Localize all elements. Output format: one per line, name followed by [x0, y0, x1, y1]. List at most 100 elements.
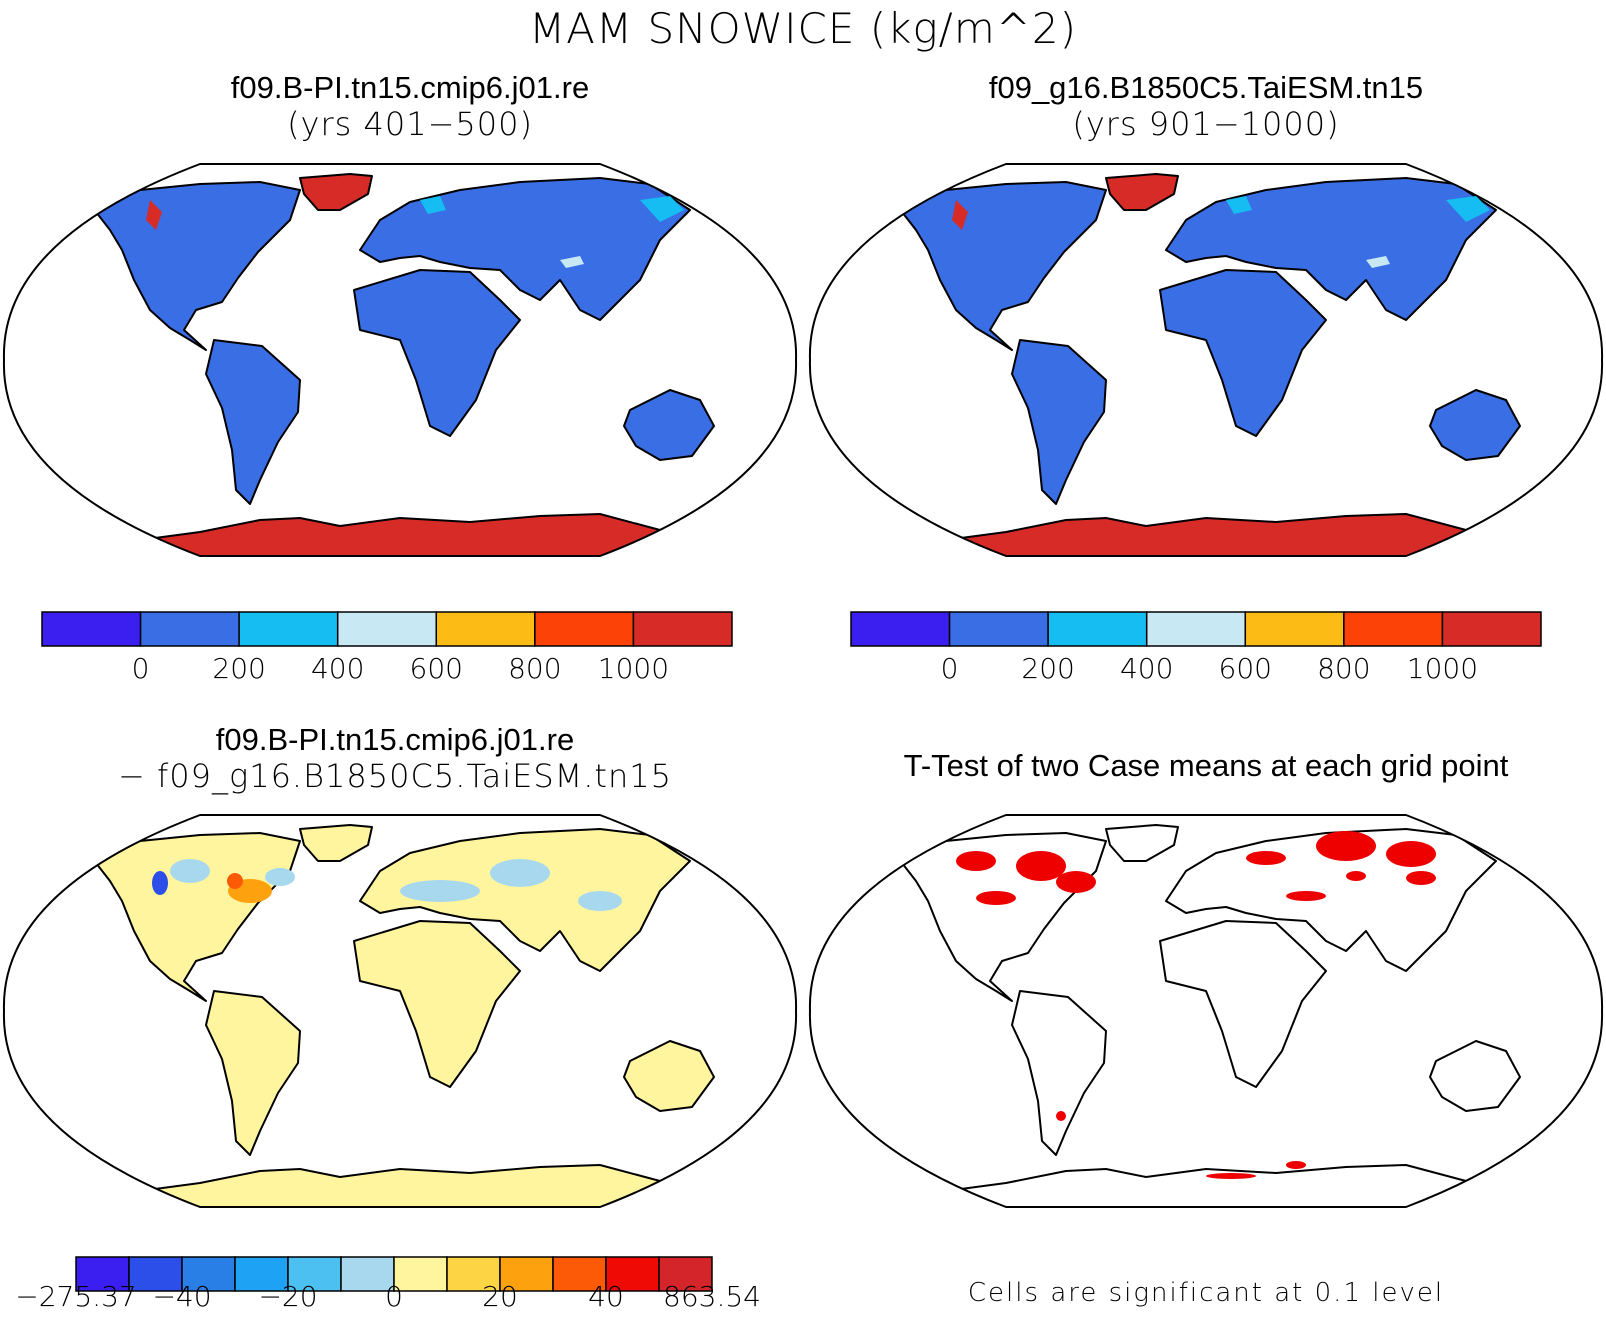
panel3-colorbar-swatch [287, 1256, 342, 1292]
panel2-colorbar-tick-label: 800 [1317, 652, 1371, 685]
panel3-title-line2: − f09_g16.B1850C5.TaiESM.tn15 [118, 757, 672, 795]
map-land-layer [901, 173, 1521, 556]
negative-anomaly-region [490, 859, 550, 887]
strong-negative-anomaly [152, 871, 168, 895]
panel3-title-line1: f09.B-PI.tn15.cmip6.j01.re [215, 722, 575, 757]
significant-cells [1346, 871, 1366, 881]
significant-cells [1316, 831, 1376, 861]
map-boundary [808, 163, 1604, 557]
panel3-colorbar-tick-label: −275.37 [15, 1280, 137, 1313]
panel2-colorbar-swatch [1145, 611, 1247, 647]
landmass-australia [1429, 1040, 1521, 1112]
landmass-africa [353, 920, 521, 1088]
landmass-africa [1159, 920, 1327, 1088]
landmass-greenland [1105, 173, 1179, 211]
panel2-colorbar-tick-label: 400 [1119, 652, 1174, 685]
panel2-colorbar-tick-label: 600 [1218, 652, 1273, 685]
landmass-south-america [205, 990, 301, 1156]
landmass-south-america [1011, 339, 1107, 505]
panel1-colorbar-swatch [632, 611, 733, 647]
landmass-greenland [1105, 824, 1179, 862]
panel2-colorbar-tick-label: 1000 [1406, 652, 1479, 685]
panel3-colorbar-tick-label: 40 [588, 1280, 624, 1313]
panel1-colorbar-tick-label: 800 [508, 652, 562, 685]
map-boundary [2, 163, 798, 557]
panel3-colorbar-tick-label: 0 [385, 1280, 403, 1313]
panel3-colorbar-tick-label: −40 [152, 1280, 212, 1313]
panel3-map [2, 814, 798, 1208]
landmass-eurasia [1165, 828, 1497, 972]
landmass-north-america [95, 832, 301, 1002]
significant-cells [1286, 1161, 1306, 1169]
panel1-title-line2: (yrs 401−500) [287, 105, 533, 143]
landmass-south-america [1011, 990, 1107, 1156]
panel1-colorbar-swatch [139, 611, 240, 647]
negative-anomaly-region [265, 868, 295, 886]
panel2-colorbar-swatch [1343, 611, 1444, 647]
landmass-africa [1159, 269, 1327, 437]
map-land-layer [95, 173, 715, 556]
landmass-antarctica [139, 1164, 691, 1207]
panel1-map [2, 163, 798, 557]
significant-cells [1406, 871, 1436, 885]
snow-maximum-rockies [952, 200, 968, 230]
landmass-australia [623, 1040, 715, 1112]
significant-cells [1286, 891, 1326, 901]
landmass-antarctica [139, 513, 691, 556]
landmass-antarctica [945, 513, 1497, 556]
panel1-colorbar-tick-label: 0 [131, 652, 150, 685]
landmass-africa [353, 269, 521, 437]
panel2-colorbar-tick-label: 200 [1021, 652, 1075, 685]
figure-title: MAM SNOWICE (kg/m^2) [528, 4, 1078, 53]
panel1-title: f09.B-PI.tn15.cmip6.j01.re (yrs 401−500) [20, 70, 800, 142]
landmass-eurasia [359, 177, 691, 321]
landmass-eurasia [359, 828, 691, 972]
panel3-colorbar-swatch [446, 1256, 501, 1292]
panel1-colorbar-swatch [336, 611, 438, 647]
panel3-colorbar [75, 1256, 713, 1292]
landmass-north-america [901, 181, 1107, 351]
panel2-title-line1: f09_g16.B1850C5.TaiESM.tn15 [988, 70, 1424, 105]
significant-cells [1386, 841, 1436, 867]
snow-accent-kamchatka [1446, 196, 1490, 222]
panel3-colorbar-tick-label: 863.54 [663, 1280, 761, 1313]
panel2-colorbar-swatch [850, 611, 951, 647]
panel1-colorbar-swatch [534, 611, 635, 647]
panel3-colorbar-tick-label: 20 [482, 1280, 518, 1313]
panel1-colorbar [41, 611, 733, 647]
panel1-colorbar-swatch [238, 611, 339, 647]
significant-cells [1056, 1111, 1066, 1121]
panel3-colorbar-swatch [393, 1256, 448, 1292]
positive-anomaly-hudson [227, 873, 243, 889]
snow-accent-tibet [560, 256, 584, 268]
panel2-title-line2: (yrs 901−1000) [1072, 105, 1340, 143]
landmass-north-america [95, 181, 301, 351]
landmass-antarctica [945, 1164, 1497, 1207]
negative-anomaly-region [400, 880, 480, 902]
panel2-title: f09_g16.B1850C5.TaiESM.tn15 (yrs 901−100… [806, 70, 1606, 142]
landmass-australia [623, 389, 715, 461]
panel3-colorbar-swatch [75, 1256, 130, 1292]
significant-cells [956, 851, 996, 871]
negative-anomaly-region [170, 859, 210, 883]
snow-accent-scandinavia [420, 196, 446, 214]
panel1-colorbar-tick-label: 400 [310, 652, 365, 685]
panel2-map [808, 163, 1604, 557]
landmass-north-america [901, 832, 1107, 1002]
significant-cells [1206, 1173, 1256, 1179]
panel3-colorbar-swatch [658, 1256, 713, 1292]
panel2-colorbar-swatch [1244, 611, 1345, 647]
snow-accent-kamchatka [640, 196, 684, 222]
panel1-colorbar-swatch [435, 611, 536, 647]
panel2-colorbar [850, 611, 1542, 647]
significance-note: Cells are significant at 0.1 level [967, 1278, 1445, 1308]
landmass-south-america [205, 339, 301, 505]
panel1-colorbar-tick-label: 1000 [597, 652, 670, 685]
panel1-colorbar-tick-label: 200 [212, 652, 266, 685]
landmass-greenland [299, 824, 373, 862]
significant-cells [1016, 851, 1066, 881]
panel3-colorbar-swatch [340, 1256, 395, 1292]
panel2-colorbar-tick-label: 0 [940, 652, 959, 685]
map-land-layer [901, 824, 1521, 1207]
snow-accent-tibet [1366, 256, 1390, 268]
